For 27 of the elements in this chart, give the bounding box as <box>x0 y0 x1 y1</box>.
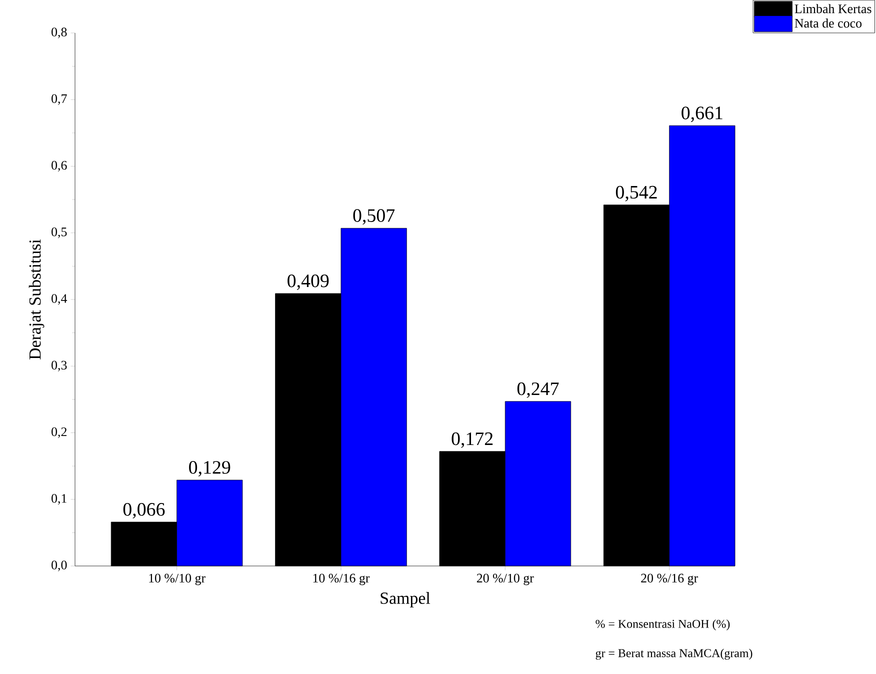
y-tick-label: 0,6 <box>52 160 67 172</box>
x-tick-label: 10 %/16 gr <box>313 574 370 586</box>
data-label: 0,542 <box>616 186 657 202</box>
y-tick-label: 0,4 <box>52 294 68 305</box>
x-tick-label: 20 %/16 gr <box>641 574 698 586</box>
y-tick-label: 0,8 <box>52 28 67 38</box>
data-label: 0,247 <box>517 382 559 398</box>
data-label: 0,661 <box>682 106 722 122</box>
y-tick-label: 0,1 <box>52 494 66 505</box>
data-label: 0,172 <box>452 432 493 448</box>
data-label: 0,409 <box>288 274 329 290</box>
x-axis-title: Sampel <box>380 592 430 608</box>
y-tick-label: 0,7 <box>52 94 67 105</box>
text: % = Konsentrasi NaOH (%) <box>596 619 730 630</box>
y-axis-title: Derajat Substitusi <box>28 239 44 360</box>
y-tick-label: 0,0 <box>52 560 67 572</box>
data-label: 0,129 <box>189 461 230 477</box>
text: gr = Berat massa NaMCA(gram) <box>596 648 752 660</box>
y-tick-label: 0,3 <box>52 360 67 372</box>
x-tick-label: 20 %/10 gr <box>476 574 534 586</box>
data-label: 0,066 <box>123 503 165 518</box>
legend-label: Nata de coco <box>794 18 862 28</box>
y-tick-label: 0,5 <box>52 228 67 238</box>
legend-label: Limbah Kertas <box>794 4 872 14</box>
y-tick-label: 0,2 <box>52 427 67 438</box>
x-tick-label: 10 %/10 gr <box>149 574 206 586</box>
data-label: 0,507 <box>353 209 395 225</box>
